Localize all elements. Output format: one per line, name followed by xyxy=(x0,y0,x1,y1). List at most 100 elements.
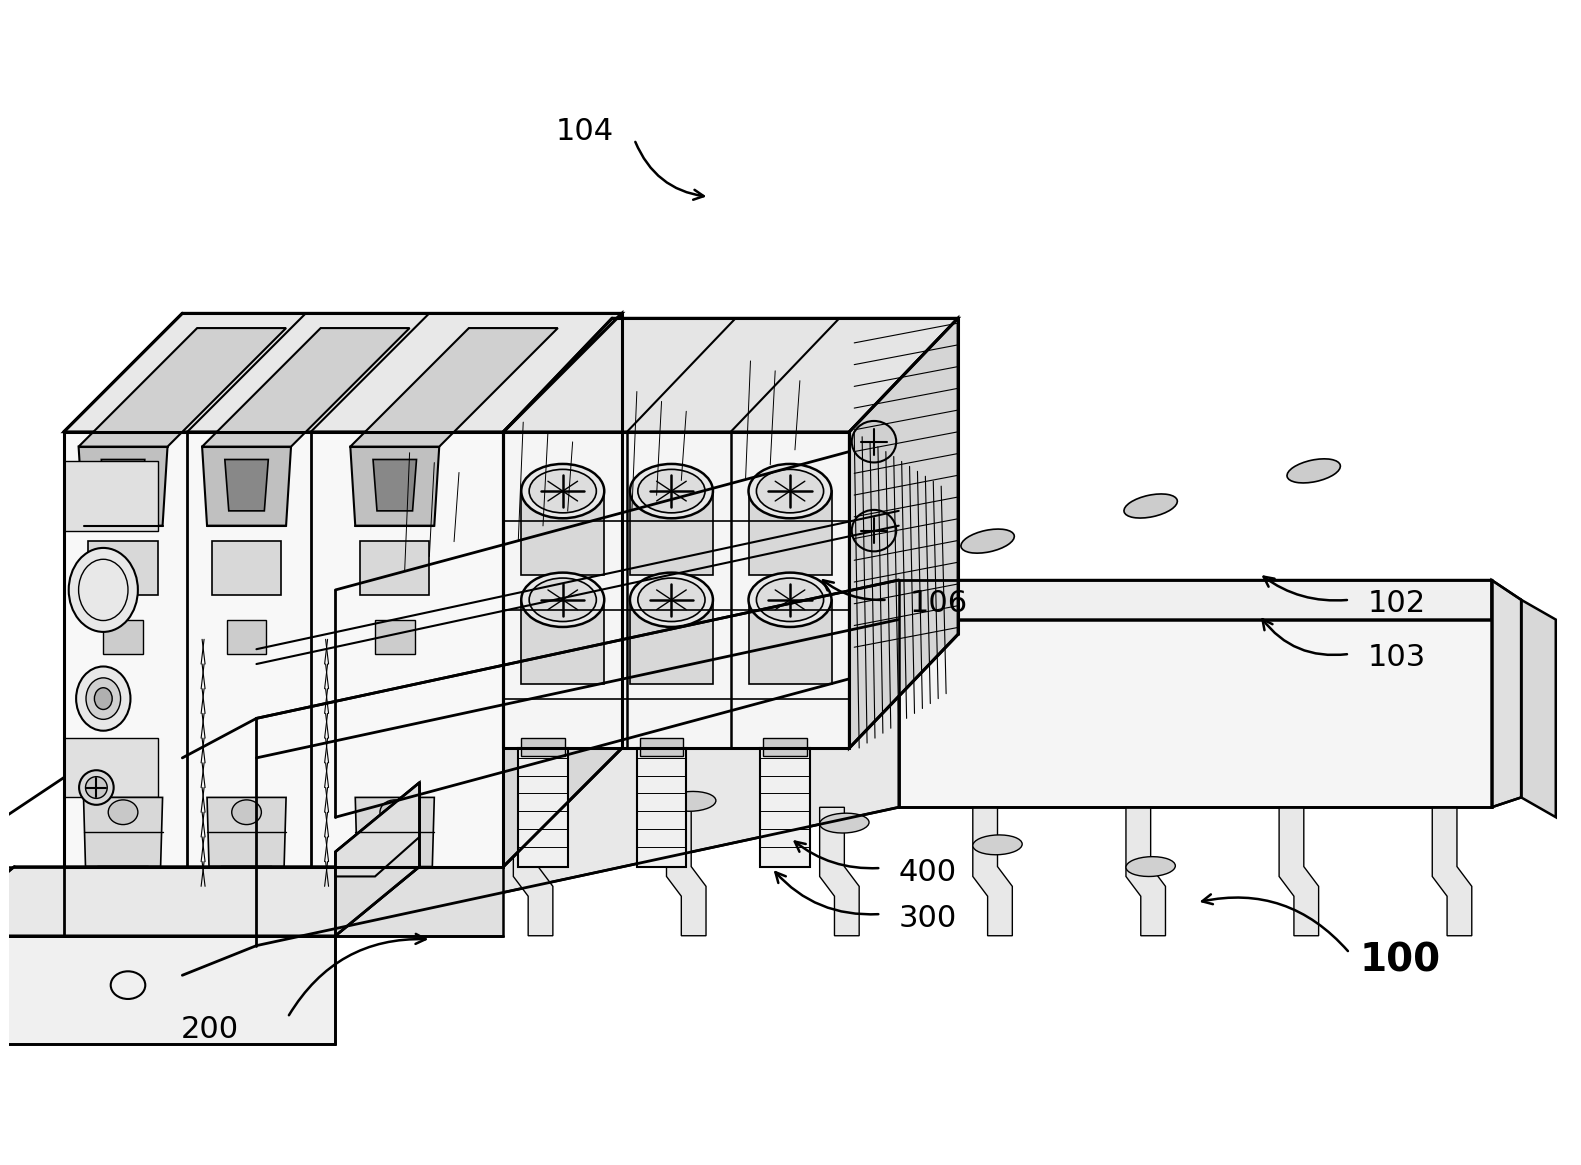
Text: 400: 400 xyxy=(900,859,957,887)
Ellipse shape xyxy=(471,635,525,658)
Ellipse shape xyxy=(232,800,261,825)
Ellipse shape xyxy=(76,666,131,730)
Polygon shape xyxy=(335,452,849,817)
Text: 100: 100 xyxy=(1360,941,1440,979)
Ellipse shape xyxy=(379,800,409,825)
Ellipse shape xyxy=(756,578,824,622)
Ellipse shape xyxy=(360,748,409,768)
Ellipse shape xyxy=(85,678,120,719)
Polygon shape xyxy=(760,748,809,867)
Polygon shape xyxy=(514,382,598,545)
Text: 104: 104 xyxy=(555,116,613,146)
Ellipse shape xyxy=(667,791,716,811)
Text: 103: 103 xyxy=(1368,643,1426,672)
Ellipse shape xyxy=(748,464,832,518)
Polygon shape xyxy=(0,867,419,935)
Polygon shape xyxy=(522,600,604,684)
Polygon shape xyxy=(63,432,503,867)
Text: 200: 200 xyxy=(180,1015,239,1044)
Polygon shape xyxy=(360,807,400,935)
Bar xyxy=(226,620,266,654)
Polygon shape xyxy=(522,492,604,576)
Polygon shape xyxy=(819,807,858,935)
Polygon shape xyxy=(351,446,440,525)
Bar xyxy=(63,739,158,797)
Ellipse shape xyxy=(852,510,896,551)
Ellipse shape xyxy=(748,573,832,627)
Ellipse shape xyxy=(819,813,870,833)
Ellipse shape xyxy=(972,835,1023,855)
Polygon shape xyxy=(503,318,958,432)
Polygon shape xyxy=(748,600,832,684)
Ellipse shape xyxy=(1287,459,1341,483)
Polygon shape xyxy=(637,748,686,867)
Polygon shape xyxy=(79,446,168,525)
Bar xyxy=(103,620,142,654)
Polygon shape xyxy=(63,313,621,432)
Ellipse shape xyxy=(522,464,604,518)
Polygon shape xyxy=(256,580,1491,758)
Ellipse shape xyxy=(637,578,705,622)
Ellipse shape xyxy=(629,464,713,518)
Polygon shape xyxy=(84,797,163,867)
Text: 102: 102 xyxy=(1368,588,1426,617)
Bar xyxy=(522,739,564,756)
Polygon shape xyxy=(400,414,484,577)
Polygon shape xyxy=(0,778,63,935)
Polygon shape xyxy=(748,492,832,576)
Bar xyxy=(764,739,806,756)
Ellipse shape xyxy=(637,469,705,513)
Ellipse shape xyxy=(1124,494,1178,518)
Text: 106: 106 xyxy=(909,588,968,617)
Polygon shape xyxy=(628,352,711,515)
Polygon shape xyxy=(207,797,286,867)
Polygon shape xyxy=(972,807,1012,935)
Polygon shape xyxy=(221,867,272,916)
Polygon shape xyxy=(335,783,419,876)
Bar xyxy=(63,461,158,530)
Ellipse shape xyxy=(530,469,596,513)
Polygon shape xyxy=(503,313,621,867)
Polygon shape xyxy=(202,446,291,525)
Polygon shape xyxy=(740,322,825,485)
Polygon shape xyxy=(101,459,145,511)
Bar xyxy=(375,620,414,654)
Bar xyxy=(640,739,683,756)
Text: 300: 300 xyxy=(900,904,957,933)
Ellipse shape xyxy=(1126,856,1175,876)
Ellipse shape xyxy=(514,770,563,790)
Ellipse shape xyxy=(629,573,713,627)
Bar xyxy=(212,541,281,595)
Polygon shape xyxy=(503,432,849,748)
Ellipse shape xyxy=(961,529,1015,553)
Polygon shape xyxy=(373,459,416,511)
Ellipse shape xyxy=(68,548,138,631)
Polygon shape xyxy=(225,459,269,511)
Polygon shape xyxy=(1491,580,1521,807)
Polygon shape xyxy=(63,867,503,935)
Polygon shape xyxy=(202,329,409,446)
Polygon shape xyxy=(1126,807,1165,935)
Ellipse shape xyxy=(530,578,596,622)
Polygon shape xyxy=(667,807,707,935)
Polygon shape xyxy=(335,783,419,935)
Ellipse shape xyxy=(798,564,851,588)
Polygon shape xyxy=(629,492,713,576)
Polygon shape xyxy=(1279,807,1319,935)
Polygon shape xyxy=(370,867,419,916)
Bar xyxy=(89,541,158,595)
Polygon shape xyxy=(1432,807,1472,935)
Polygon shape xyxy=(519,748,568,867)
Ellipse shape xyxy=(522,573,604,627)
Polygon shape xyxy=(0,935,335,1045)
Polygon shape xyxy=(514,807,553,935)
Polygon shape xyxy=(182,719,256,986)
Bar xyxy=(360,541,430,595)
Polygon shape xyxy=(256,620,898,946)
Polygon shape xyxy=(629,600,713,684)
Ellipse shape xyxy=(308,670,362,693)
Polygon shape xyxy=(79,329,286,446)
Ellipse shape xyxy=(85,777,108,798)
Polygon shape xyxy=(1521,600,1556,817)
Ellipse shape xyxy=(79,770,114,805)
